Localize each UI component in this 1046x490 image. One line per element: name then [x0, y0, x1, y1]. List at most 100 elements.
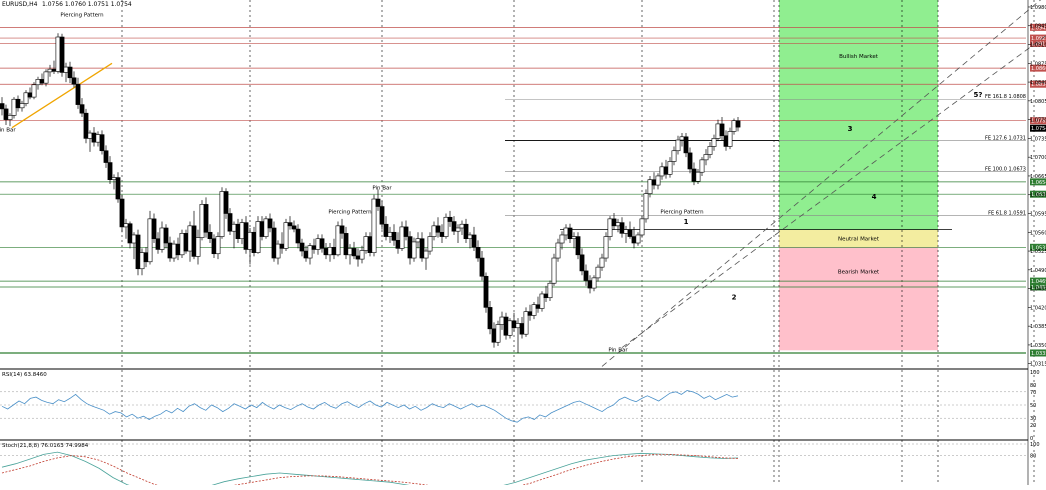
bear-candle	[587, 280, 593, 289]
bull-candle	[523, 311, 529, 335]
bear-candle	[151, 218, 157, 240]
level-tag-1.0754: 1.0754	[1031, 126, 1046, 132]
annotation-label: 5?	[974, 91, 983, 99]
rsi-tick-label: 0	[1030, 436, 1033, 442]
bear-candle	[71, 77, 77, 85]
bull-candle	[559, 234, 565, 244]
price-tick-label: 1.0945	[1030, 24, 1046, 30]
bear-candle	[619, 222, 625, 234]
price-tick-label: 1.0420	[1030, 305, 1046, 311]
bear-candle	[331, 247, 337, 256]
bear-candle	[503, 316, 509, 336]
stochastic-panel: Stoch(21,8,8) 76.0163 74.99841008020	[0, 439, 1040, 490]
bear-candle	[311, 245, 317, 250]
annotation-label: 3	[848, 125, 853, 133]
chart-header-ohlc: 1.0756 1.0760 1.0751 1.0754	[42, 1, 132, 8]
annotation-label: 4	[872, 193, 877, 201]
fib-label: FE 61.8 1.0591	[988, 211, 1026, 217]
bull-candle	[695, 171, 701, 182]
bull-candle	[19, 103, 25, 109]
bear-candle	[191, 225, 197, 257]
bear-candle	[51, 68, 57, 72]
bull-candle	[711, 138, 717, 147]
bear-candle	[155, 238, 161, 250]
bear-candle	[367, 236, 373, 253]
bear-candle	[575, 236, 581, 256]
bear-candle	[379, 206, 385, 225]
bull-candle	[455, 227, 461, 232]
bear-candle	[223, 191, 229, 214]
bear-candle	[271, 227, 277, 259]
bull-candle	[635, 234, 641, 244]
price-tick-label: 1.0350	[1030, 343, 1046, 349]
price-tick-label: 1.0525	[1030, 249, 1046, 255]
rsi-tick-label: 100	[1030, 370, 1040, 376]
bull-candle	[531, 304, 537, 316]
bear-candle	[451, 221, 457, 232]
bull-candle	[603, 236, 609, 259]
bear-candle	[175, 243, 181, 256]
bear-candle	[567, 227, 573, 240]
bear-candle	[735, 120, 741, 128]
bear-candle	[487, 307, 493, 330]
neutral-zone	[779, 229, 938, 248]
level-tag-bg	[1030, 178, 1046, 186]
trendlines	[11, 0, 1046, 367]
bear-candle	[663, 166, 669, 175]
level-tag-1.0458: 1.0458	[1031, 285, 1046, 291]
bull-candle	[11, 98, 17, 116]
bear-candle	[535, 304, 541, 309]
bull-candle	[123, 223, 129, 228]
bull-candle	[655, 175, 661, 186]
bear-candle	[543, 293, 549, 299]
bearish-zone-label: Bearish Market	[838, 269, 880, 275]
bear-candle	[479, 257, 485, 277]
chart-header-symbol: EURUSD,H4	[2, 1, 38, 8]
price-axis: 1.0980 1.0945 1.0910 1.0875 1.0840 1.0805 1.07…	[1027, 0, 1046, 485]
fib-extension-levels: FE 161.8 1.0808 FE 127.6 1.0731 FE 100.0 1…	[505, 94, 1026, 230]
bear-candle	[483, 275, 489, 308]
bull-candle	[371, 198, 377, 253]
level-tag-bg	[1030, 117, 1046, 125]
annotation-label: Piercing Pattern	[328, 210, 372, 216]
bull-candle	[707, 146, 713, 155]
bull-candle	[515, 323, 521, 329]
bearish-zone	[779, 247, 938, 351]
bull-candle	[239, 222, 245, 240]
bull-candle	[327, 247, 333, 256]
bullish-zone-label: Bullish Market	[839, 54, 879, 60]
bear-candle	[463, 223, 469, 240]
bull-candle	[399, 226, 405, 249]
fib-label: FE 161.8 1.0808	[985, 94, 1026, 100]
bull-candle	[595, 266, 601, 279]
price-tick-label: 1.0980	[1030, 5, 1046, 11]
bull-candle	[715, 123, 721, 139]
bull-candle	[219, 191, 225, 237]
bear-candle	[287, 222, 293, 227]
bull-candle	[171, 243, 177, 259]
bear-candle	[279, 243, 285, 249]
annotation-label: Piercing Pattern	[660, 210, 704, 216]
level-tag-1.0654: 1.0654	[1031, 180, 1046, 186]
bull-candle	[507, 320, 513, 336]
bear-candle	[527, 311, 533, 316]
bear-candle	[475, 247, 481, 259]
bull-candle	[443, 216, 449, 237]
price-tick-label: 1.0455	[1030, 287, 1046, 293]
bull-candle	[231, 223, 237, 232]
bull-candle	[495, 324, 501, 343]
bear-candle	[79, 104, 85, 114]
bear-candle	[303, 250, 309, 259]
bull-candle	[159, 227, 165, 250]
level-tag-1.0922: 1.0922	[1031, 36, 1046, 42]
price-tick-label: 1.0560	[1030, 230, 1046, 236]
level-tag-bg	[1030, 277, 1046, 285]
bull-candle	[643, 193, 649, 220]
stoch-signal-line	[1, 453, 739, 490]
bull-candle	[599, 257, 605, 268]
bull-candle	[187, 225, 193, 252]
annotation-label: 2	[732, 293, 737, 301]
bear-candle	[103, 150, 109, 163]
